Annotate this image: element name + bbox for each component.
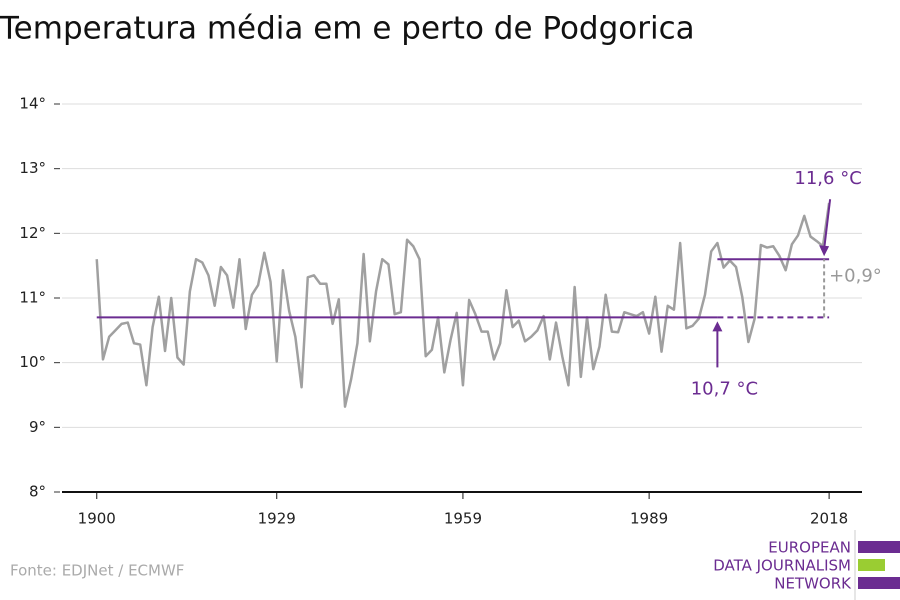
x-tick-label: 2018 [810, 510, 848, 528]
data-line [95, 202, 831, 408]
arrowhead [819, 245, 830, 257]
arrowhead [712, 321, 723, 332]
y-tick-label: 9° [29, 418, 46, 436]
x-tick-label: 1959 [444, 510, 482, 528]
y-tick-label: 13° [19, 159, 46, 177]
y-tick-label: 12° [19, 224, 46, 242]
difference-label: +0,9° [829, 265, 882, 286]
logo-bar [858, 577, 900, 589]
logo-bar [858, 559, 885, 571]
logo-text: NETWORK [774, 575, 852, 593]
arrow [823, 199, 832, 250]
y-tick-label: 10° [19, 353, 46, 371]
logo-bar [858, 541, 900, 553]
y-tick-label: 14° [19, 95, 46, 113]
chart-title: Temperatura média em e perto de Podgoric… [0, 11, 695, 47]
logo-text: DATA JOURNALISM [713, 557, 851, 575]
y-tick-label: 11° [19, 289, 46, 307]
y-tick-label: 8° [29, 483, 46, 501]
source: Fonte: EDJNet / ECMWF [10, 562, 184, 580]
x-tick-label: 1989 [630, 510, 668, 528]
baseline-label: 10,7 °C [691, 378, 758, 399]
x-tick-label: 1900 [78, 510, 116, 528]
logo-text: EUROPEAN [768, 539, 851, 557]
recent-label: 11,6 °C [794, 168, 861, 189]
x-tick-label: 1929 [258, 510, 296, 528]
